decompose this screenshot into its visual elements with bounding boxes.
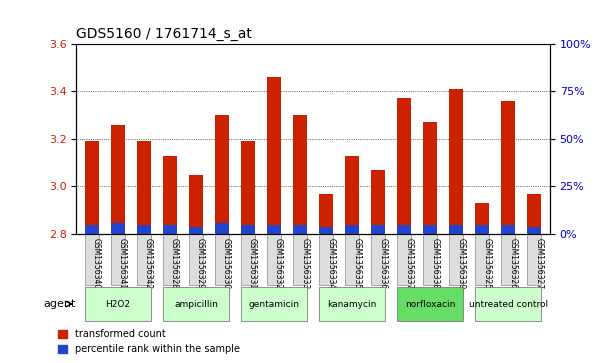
Bar	[449, 225, 463, 234]
FancyBboxPatch shape	[527, 234, 541, 285]
Text: norfloxacin: norfloxacin	[405, 299, 455, 309]
Text: GSM1356328: GSM1356328	[170, 238, 179, 289]
Bar	[189, 175, 203, 234]
FancyBboxPatch shape	[475, 234, 489, 285]
Bar	[163, 155, 177, 234]
FancyBboxPatch shape	[449, 234, 463, 285]
Text: untreated control: untreated control	[469, 299, 548, 309]
Bar	[475, 203, 489, 234]
Bar	[267, 77, 281, 234]
Bar	[319, 193, 334, 234]
FancyBboxPatch shape	[137, 234, 151, 285]
Text: GSM1356338: GSM1356338	[430, 238, 439, 289]
Bar	[345, 225, 359, 234]
Bar	[345, 155, 359, 234]
FancyBboxPatch shape	[475, 287, 541, 321]
FancyBboxPatch shape	[85, 287, 151, 321]
Text: GDS5160 / 1761714_s_at: GDS5160 / 1761714_s_at	[76, 27, 252, 41]
FancyBboxPatch shape	[371, 234, 386, 285]
Text: GSM1356326: GSM1356326	[508, 238, 518, 289]
Bar	[215, 223, 229, 234]
FancyBboxPatch shape	[241, 287, 307, 321]
Text: GSM1356333: GSM1356333	[300, 238, 309, 289]
FancyBboxPatch shape	[319, 234, 334, 285]
FancyBboxPatch shape	[215, 234, 229, 285]
FancyBboxPatch shape	[85, 234, 99, 285]
FancyBboxPatch shape	[267, 234, 281, 285]
Bar	[241, 225, 255, 234]
FancyBboxPatch shape	[319, 287, 386, 321]
Bar	[397, 98, 411, 234]
Bar	[215, 115, 229, 234]
FancyBboxPatch shape	[163, 234, 177, 285]
Bar	[293, 225, 307, 234]
Text: GSM1356335: GSM1356335	[352, 238, 361, 289]
FancyBboxPatch shape	[397, 287, 463, 321]
FancyBboxPatch shape	[163, 287, 229, 321]
Text: GSM1356339: GSM1356339	[456, 238, 465, 289]
Text: gentamicin: gentamicin	[249, 299, 299, 309]
FancyBboxPatch shape	[111, 234, 125, 285]
Text: GSM1356341: GSM1356341	[118, 238, 127, 289]
Bar	[319, 227, 334, 234]
FancyBboxPatch shape	[241, 234, 255, 285]
Bar	[241, 141, 255, 234]
Bar	[371, 170, 386, 234]
Bar	[189, 227, 203, 234]
FancyBboxPatch shape	[501, 234, 516, 285]
Text: GSM1356340: GSM1356340	[92, 238, 101, 289]
Text: kanamycin: kanamycin	[327, 299, 377, 309]
Text: ampicillin: ampicillin	[174, 299, 218, 309]
FancyBboxPatch shape	[423, 234, 437, 285]
Bar	[423, 122, 437, 234]
Text: GSM1356330: GSM1356330	[222, 238, 231, 289]
Bar	[137, 141, 151, 234]
Bar	[449, 89, 463, 234]
Text: GSM1356334: GSM1356334	[326, 238, 335, 289]
FancyBboxPatch shape	[293, 234, 307, 285]
Bar	[501, 101, 516, 234]
Bar	[85, 141, 99, 234]
Text: GSM1356331: GSM1356331	[248, 238, 257, 289]
Bar	[527, 227, 541, 234]
Bar	[293, 115, 307, 234]
Text: GSM1356337: GSM1356337	[404, 238, 413, 289]
Text: GSM1356332: GSM1356332	[274, 238, 283, 289]
Text: GSM1356325: GSM1356325	[482, 238, 491, 289]
Bar	[501, 225, 516, 234]
Bar	[111, 223, 125, 234]
Legend: transformed count, percentile rank within the sample: transformed count, percentile rank withi…	[54, 326, 244, 358]
Bar	[137, 225, 151, 234]
Text: GSM1356329: GSM1356329	[196, 238, 205, 289]
FancyBboxPatch shape	[345, 234, 359, 285]
Bar	[371, 225, 386, 234]
Bar	[267, 225, 281, 234]
Bar	[111, 125, 125, 234]
Bar	[527, 193, 541, 234]
Text: H2O2: H2O2	[106, 299, 131, 309]
Text: agent: agent	[43, 299, 76, 309]
Text: GSM1356327: GSM1356327	[534, 238, 543, 289]
FancyBboxPatch shape	[189, 234, 203, 285]
Text: GSM1356336: GSM1356336	[378, 238, 387, 289]
Bar	[85, 225, 99, 234]
Bar	[397, 225, 411, 234]
Bar	[163, 225, 177, 234]
Text: GSM1356342: GSM1356342	[144, 238, 153, 289]
Bar	[475, 225, 489, 234]
FancyBboxPatch shape	[397, 234, 411, 285]
Bar	[423, 225, 437, 234]
